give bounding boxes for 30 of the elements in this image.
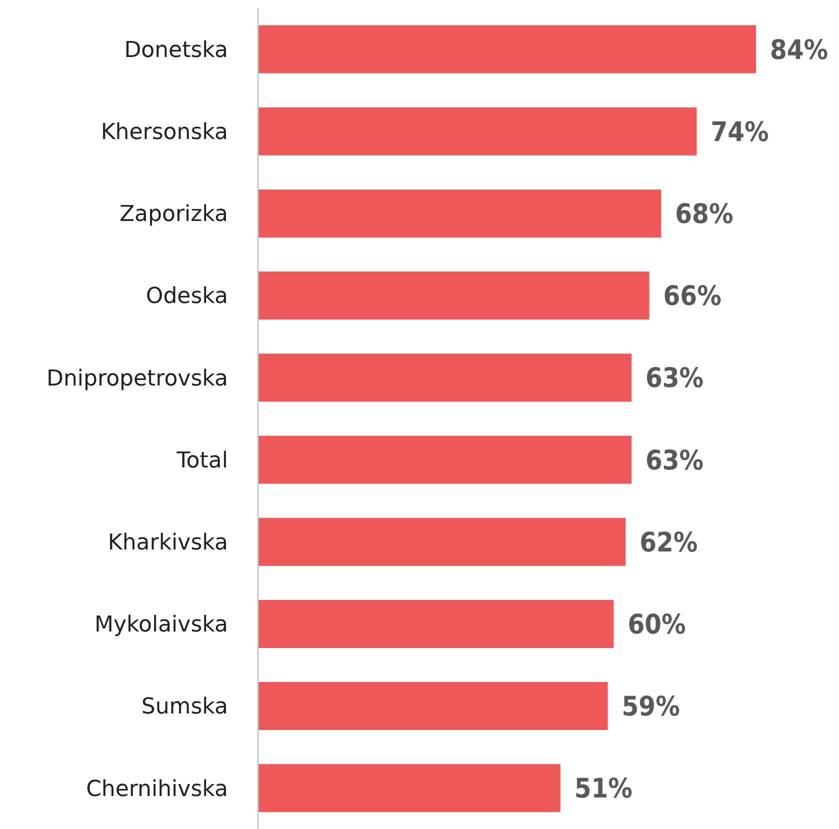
bar bbox=[258, 107, 697, 156]
data-label: 62% bbox=[640, 527, 698, 558]
bar bbox=[258, 354, 632, 402]
y-tick-label: Total bbox=[176, 448, 228, 474]
data-label: 63% bbox=[646, 445, 704, 476]
bar bbox=[258, 764, 560, 812]
bar bbox=[258, 25, 756, 74]
bar bbox=[258, 600, 614, 648]
y-tick-label: Chernihivska bbox=[86, 776, 228, 802]
data-label: 59% bbox=[622, 692, 680, 723]
bar bbox=[258, 436, 632, 484]
data-label: 74% bbox=[710, 116, 769, 148]
y-tick-label: Sumska bbox=[141, 694, 228, 720]
y-tick-label: Khersonska bbox=[100, 120, 228, 145]
data-label: 66% bbox=[663, 281, 722, 312]
data-label: 63% bbox=[646, 363, 704, 394]
data-label: 51% bbox=[574, 774, 632, 805]
y-tick-label: Kharkivska bbox=[108, 530, 228, 556]
y-tick-label: Donetska bbox=[124, 38, 228, 63]
y-tick-label: Odeska bbox=[146, 284, 228, 310]
y-tick-label: Mykolaivska bbox=[94, 612, 228, 638]
data-label: 84% bbox=[770, 34, 828, 66]
data-label: 68% bbox=[675, 199, 734, 230]
y-tick-label: Zaporizka bbox=[119, 202, 228, 228]
y-tick-label: Dnipropetrovska bbox=[46, 366, 228, 392]
bar bbox=[258, 272, 650, 320]
bar bbox=[258, 189, 662, 238]
bar bbox=[258, 518, 626, 566]
bar bbox=[258, 682, 608, 730]
data-label: 60% bbox=[628, 610, 686, 641]
